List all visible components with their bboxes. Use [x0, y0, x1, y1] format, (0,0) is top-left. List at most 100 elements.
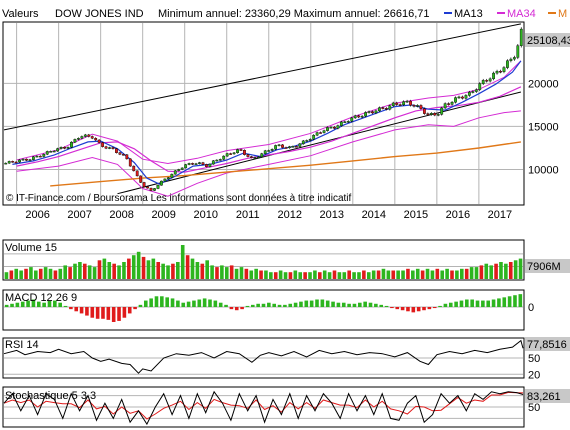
macd-bar — [459, 300, 464, 307]
volume-bar — [249, 270, 254, 279]
volume-bar — [68, 267, 72, 279]
volume-bar — [278, 270, 283, 279]
volume-bar — [29, 267, 33, 279]
candle-body — [333, 126, 336, 129]
candle-body — [49, 151, 53, 153]
volume-bar — [87, 265, 92, 279]
candle-body — [156, 184, 160, 189]
volume-bar — [513, 260, 518, 279]
volume-bar — [504, 263, 508, 279]
volume-bar — [450, 270, 454, 279]
macd-bar — [117, 307, 121, 321]
candle-body — [346, 121, 350, 123]
macd-bar — [256, 303, 260, 307]
volume-bar — [254, 268, 258, 279]
volume-bar — [136, 251, 141, 279]
macd-bar — [202, 298, 207, 307]
candle-body — [409, 100, 412, 106]
candle-body — [73, 139, 77, 143]
candle-body — [177, 169, 181, 171]
candle-body — [319, 132, 322, 134]
candle-body — [45, 151, 49, 155]
macd-bar — [213, 300, 218, 307]
macd-bar — [31, 299, 36, 307]
candle-body — [38, 155, 42, 158]
candle-body — [454, 97, 457, 103]
candle-body — [115, 148, 118, 153]
candle-body — [76, 138, 80, 140]
volume-bar — [401, 270, 405, 279]
candle-body — [447, 103, 451, 105]
volume-bar — [78, 262, 82, 279]
volume-bar — [308, 272, 312, 279]
volume-bar — [303, 272, 307, 279]
candle-body — [42, 154, 46, 157]
volume-bar — [464, 268, 469, 279]
x-tick-label: 2013 — [320, 209, 344, 221]
macd-bar — [475, 300, 480, 307]
macd-bar — [160, 296, 164, 307]
candle-body — [288, 146, 291, 149]
header-symbol: DOW JONES IND — [55, 8, 144, 20]
candle-body — [398, 104, 402, 106]
candle-body — [471, 91, 475, 93]
volume-bar — [469, 267, 474, 279]
candle-body — [312, 134, 316, 140]
volume-bar — [53, 270, 58, 279]
macd-bar — [368, 302, 373, 307]
candle-body — [52, 150, 56, 153]
candle-body — [329, 126, 333, 129]
volume-bar — [151, 258, 156, 279]
macd-bar — [10, 303, 14, 307]
series-ma13-line — [12, 60, 522, 185]
candle-body — [21, 158, 25, 161]
volume-bar — [234, 268, 239, 279]
volume-bar — [34, 270, 38, 279]
macd-bar — [416, 307, 421, 312]
candle-body — [111, 147, 115, 149]
macd-bar — [304, 300, 309, 307]
candle-body — [412, 105, 416, 107]
candle-body — [402, 101, 406, 106]
volume-bar — [14, 268, 19, 279]
macd-bar — [390, 307, 394, 309]
volume-bar — [131, 255, 136, 279]
volume-bar — [288, 272, 293, 279]
volume-bar — [371, 270, 376, 279]
series-trend-line — [3, 23, 522, 131]
price-series-lines — [3, 23, 523, 197]
macd-bar — [267, 302, 271, 307]
volume-bar — [200, 263, 205, 279]
candle-body — [18, 159, 21, 163]
candle-body — [232, 152, 236, 155]
candle-body — [253, 157, 257, 159]
candle-body — [343, 121, 347, 123]
macd-bar — [272, 303, 277, 307]
macd-bar — [63, 305, 68, 307]
volume-bar — [117, 265, 121, 279]
macd-bar — [197, 299, 202, 307]
candle-body — [350, 117, 354, 122]
volume-panel-title: Volume 15 — [5, 242, 57, 254]
volume-bar — [19, 270, 23, 279]
price-last-value-box — [525, 33, 570, 47]
volume-bar — [376, 270, 381, 279]
stochastic-line: 50 — [3, 390, 540, 426]
rsi-last-value-box — [525, 337, 570, 351]
candle-body — [371, 111, 374, 114]
macd-bar — [74, 307, 79, 312]
candle-body — [443, 103, 447, 109]
volume-bar — [146, 260, 151, 279]
volume-bar — [63, 265, 68, 279]
macd-bar — [454, 301, 458, 307]
volume-bar — [43, 267, 48, 279]
macd-bar — [432, 307, 437, 309]
volume-bar — [391, 270, 396, 279]
candle-body — [225, 153, 229, 157]
rsi-y-tick-label: 50 — [528, 353, 540, 365]
rsi-panel-frame — [2, 337, 525, 379]
macd-panel-title: MACD 12 26 9 — [5, 292, 77, 304]
candle-body — [229, 153, 233, 155]
candle-body — [298, 143, 302, 147]
